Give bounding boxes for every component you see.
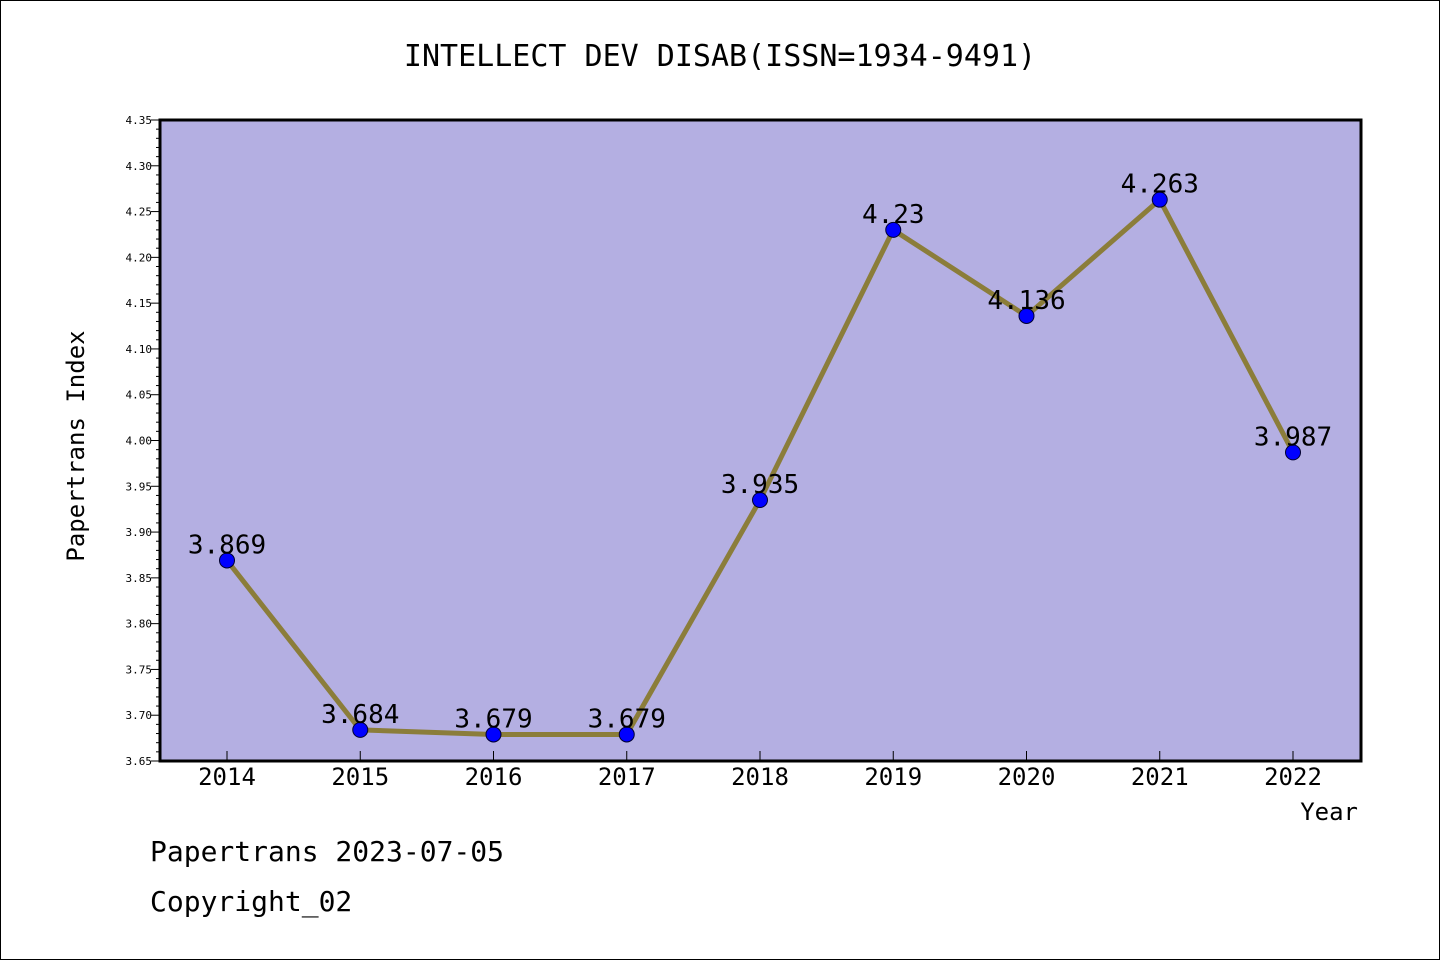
- x-tick-label: 2014: [198, 763, 256, 791]
- data-label: 4.136: [987, 286, 1065, 316]
- data-point: [352, 721, 369, 738]
- y-tick-label: 3.90: [126, 526, 153, 539]
- x-tick-label: 2015: [331, 763, 389, 791]
- y-tick-label: 3.75: [126, 663, 153, 676]
- data-label: 4.23: [862, 200, 925, 230]
- data-point: [1285, 444, 1301, 461]
- x-axis-label: Year: [1300, 798, 1358, 826]
- x-tick-label: 2019: [864, 763, 922, 791]
- data-label: 4.263: [1121, 170, 1199, 200]
- data-label: 3.679: [454, 704, 532, 734]
- y-axis: 3.65 3.70 3.75 3.80 3.85 3.90 3.95 4.00 4.05 4.10…: [126, 114, 160, 768]
- x-tick-label: 2018: [731, 763, 789, 791]
- data-point: [752, 492, 768, 509]
- data-point: [485, 726, 502, 743]
- data-label: 3.935: [721, 470, 799, 500]
- data-label: 3.869: [188, 530, 266, 560]
- series-layer: 3.869 3.684 3.679 3.679 3.935 4.23 4.136 4.263 3…: [188, 170, 1332, 743]
- y-tick-label: 4.30: [126, 160, 153, 173]
- y-tick-label: 4.15: [126, 297, 153, 310]
- data-point: [618, 726, 635, 743]
- x-tick-label: 2016: [465, 763, 523, 791]
- y-tick-label: 4.10: [126, 343, 153, 356]
- x-tick-label: 2022: [1264, 763, 1322, 791]
- y-tick-label: 3.70: [126, 709, 153, 722]
- y-tick-label: 4.20: [126, 251, 153, 264]
- y-tick-label: 3.65: [126, 755, 153, 768]
- y-tick-label: 4.05: [126, 389, 153, 402]
- data-label: 3.684: [321, 700, 399, 730]
- chart-title: INTELLECT DEV DISAB(ISSN=1934-9491): [404, 39, 1036, 74]
- data-point: [219, 552, 235, 569]
- data-point: [885, 221, 902, 238]
- y-tick-label: 3.80: [126, 618, 153, 631]
- y-tick-label: 4.35: [126, 114, 153, 127]
- y-tick-label: 4.00: [126, 435, 153, 448]
- plot-area: [158, 118, 1363, 763]
- y-tick-label: 4.25: [126, 206, 153, 219]
- data-point: [1151, 191, 1168, 208]
- data-point: [1018, 307, 1035, 324]
- y-tick-label: 3.95: [126, 480, 153, 493]
- y-tick-label: 3.85: [126, 572, 153, 585]
- x-axis: 2014 2015 2016 2017 2018 2019 2020 2021 2022: [198, 751, 1322, 791]
- data-label: 3.987: [1254, 422, 1332, 452]
- data-label: 3.679: [588, 704, 666, 734]
- x-tick-label: 2020: [998, 763, 1056, 791]
- footer-copyright: Copyright_02: [150, 885, 353, 918]
- x-tick-label: 2021: [1131, 763, 1189, 791]
- x-tick-label: 2017: [598, 763, 656, 791]
- footer-date: Papertrans 2023-07-05: [150, 835, 505, 868]
- y-axis-label: Papertrans Index: [62, 330, 90, 561]
